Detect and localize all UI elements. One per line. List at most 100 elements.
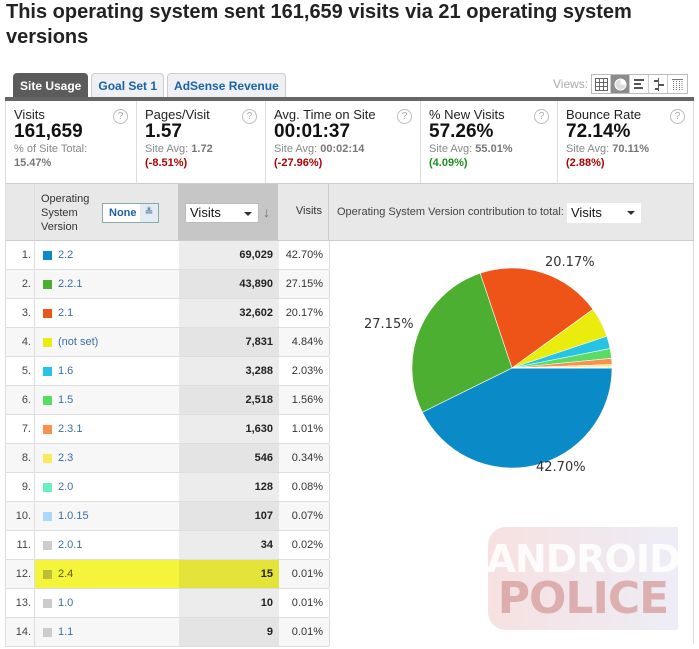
visits-percent: 20.17% xyxy=(279,299,330,327)
visits-value: 3,288 xyxy=(179,357,279,385)
os-version-link[interactable]: 1.6 xyxy=(58,357,73,386)
color-swatch-icon xyxy=(43,309,52,318)
percent-column-label: Visits xyxy=(296,205,322,217)
os-version-link[interactable]: (not set) xyxy=(58,328,98,357)
color-swatch-icon xyxy=(43,483,52,492)
os-version-link[interactable]: 1.0.15 xyxy=(58,502,89,531)
contribution-metric-select[interactable]: Visits xyxy=(567,203,641,223)
os-version-link[interactable]: 2.3.1 xyxy=(58,415,82,444)
row-rank: 1. xyxy=(6,241,35,269)
pie-label-2-1: 20.17% xyxy=(545,255,595,270)
metric-sub-value: 00:02:14 xyxy=(320,143,364,155)
chevron-down-icon: ≛ xyxy=(140,204,158,222)
visits-percent: 0.01% xyxy=(279,589,330,617)
metric-sub-label: Site Avg: xyxy=(429,143,472,155)
visits-percent: 1.01% xyxy=(279,415,330,443)
metric-pages-per-visit: Pages/Visit 1.57 Site Avg: 1.72 (-8.51%)… xyxy=(137,101,266,183)
row-rank: 11. xyxy=(6,531,35,559)
comparison-view-button[interactable] xyxy=(649,75,668,93)
help-icon[interactable]: ? xyxy=(113,109,128,124)
color-swatch-icon xyxy=(43,570,52,579)
pie-view-button[interactable] xyxy=(611,75,630,93)
os-version-link[interactable]: 1.1 xyxy=(58,618,73,647)
help-icon[interactable]: ? xyxy=(242,109,257,124)
visits-percent: 27.15% xyxy=(279,270,330,298)
visits-value: 7,831 xyxy=(179,328,279,356)
metric-visits: Visits 161,659 % of Site Total: 15.47% ? xyxy=(6,101,137,183)
metric-label: % New Visits xyxy=(429,107,549,122)
sort-metric-column-header: Visits ↓ xyxy=(178,184,278,241)
metric-label: Avg. Time on Site xyxy=(274,107,412,122)
row-rank: 5. xyxy=(6,357,35,385)
color-swatch-icon xyxy=(43,628,52,637)
row-rank: 2. xyxy=(6,270,35,298)
color-swatch-icon xyxy=(43,512,52,521)
help-icon[interactable]: ? xyxy=(670,109,685,124)
visits-percent: 1.56% xyxy=(279,386,330,414)
sort-descending-icon[interactable]: ↓ xyxy=(263,204,270,220)
row-rank: 3. xyxy=(6,299,35,327)
visits-value: 69,029 xyxy=(179,241,279,269)
help-icon[interactable]: ? xyxy=(534,109,549,124)
secondary-dimension-dropdown[interactable]: None ≛ xyxy=(102,203,159,223)
tab-goal-set-1[interactable]: Goal Set 1 xyxy=(91,73,164,98)
tab-adsense-revenue[interactable]: AdSense Revenue xyxy=(167,73,286,98)
percent-column-header: Visits xyxy=(278,184,329,241)
os-version-link[interactable]: 2.2 xyxy=(58,241,73,270)
visits-percent: 0.02% xyxy=(279,531,330,559)
visits-value: 10 xyxy=(179,589,279,617)
os-version-link[interactable]: 2.4 xyxy=(58,560,73,589)
os-version-link[interactable]: 2.0.1 xyxy=(58,531,82,560)
dropdown-caret-icon xyxy=(627,211,635,215)
dropdown-caret-icon xyxy=(244,212,252,216)
row-rank: 10. xyxy=(6,502,35,530)
visits-value: 128 xyxy=(179,473,279,501)
visits-percent: 2.03% xyxy=(279,357,330,385)
help-icon[interactable]: ? xyxy=(397,109,412,124)
visits-percent: 0.01% xyxy=(279,618,330,646)
metric-new-visits: % New Visits 57.26% Site Avg: 55.01% (4.… xyxy=(421,101,558,183)
views-label: Views: xyxy=(553,77,588,91)
metric-sub-value: 15.47% xyxy=(14,157,51,169)
performance-view-button[interactable] xyxy=(630,75,649,93)
views-switcher: Views: xyxy=(553,74,688,94)
os-version-link[interactable]: 1.5 xyxy=(58,386,73,415)
os-version-link[interactable]: 2.3 xyxy=(58,444,73,473)
metric-value: 161,659 xyxy=(14,122,128,142)
pivot-icon xyxy=(671,78,684,91)
metric-value: 72.14% xyxy=(566,122,685,142)
os-version-link[interactable]: 2.1 xyxy=(58,299,73,328)
pivot-view-button[interactable] xyxy=(668,75,687,93)
row-rank: 4. xyxy=(6,328,35,356)
metric-avg-time-on-site: Avg. Time on Site 00:01:37 Site Avg: 00:… xyxy=(266,101,421,183)
metric-delta: (-8.51%) xyxy=(145,156,257,170)
visits-value: 2,518 xyxy=(179,386,279,414)
table-view-button[interactable] xyxy=(592,75,611,93)
visits-value: 107 xyxy=(179,502,279,530)
metric-value: 1.57 xyxy=(145,122,257,142)
color-swatch-icon xyxy=(43,251,52,260)
color-swatch-icon xyxy=(43,280,52,289)
metric-sub-value: 1.72 xyxy=(191,143,212,155)
android-police-watermark: ANDROID POLICE xyxy=(488,527,678,630)
row-rank: 8. xyxy=(6,444,35,472)
color-swatch-icon xyxy=(43,454,52,463)
contribution-label: Operating System Version contribution to… xyxy=(337,206,564,218)
os-version-link[interactable]: 1.0 xyxy=(58,589,73,618)
os-version-link[interactable]: 2.2.1 xyxy=(58,270,82,299)
sort-metric-select[interactable]: Visits xyxy=(185,203,259,223)
os-version-link[interactable]: 2.0 xyxy=(58,473,73,502)
tab-site-usage[interactable]: Site Usage xyxy=(13,73,88,98)
visits-value: 32,602 xyxy=(179,299,279,327)
